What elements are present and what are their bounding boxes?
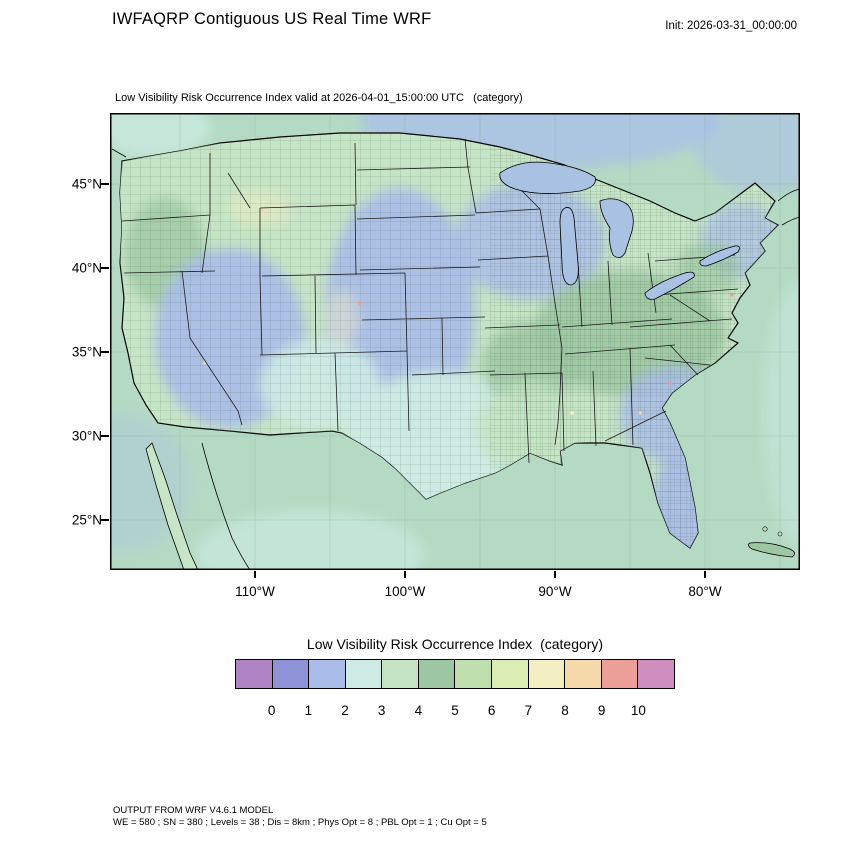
colorbar-cell	[382, 660, 419, 688]
footer-line-2: WE = 580 ; SN = 380 ; Levels = 38 ; Dis …	[113, 817, 487, 828]
mexico-gulf-coast	[201, 442, 251, 570]
lat-label-40n: 40°N	[71, 260, 102, 276]
colorbar-ticks: 0 1 2 3 4 5 6 7 8 9 10	[235, 701, 675, 719]
colorbar-tick-label: 2	[341, 703, 349, 718]
colorbar-cell	[309, 660, 346, 688]
state-boundaries	[121, 138, 739, 464]
lat-tick-mark	[101, 435, 109, 437]
lake-michigan	[559, 207, 579, 286]
lon-tick-mark	[254, 571, 256, 578]
colorbar-cell	[455, 660, 493, 688]
lon-label-100w: 100°W	[384, 584, 426, 599]
colorbar-cell	[236, 660, 273, 688]
model-info-footer: OUTPUT FROM WRF V4.6.1 MODEL WE = 580 ; …	[113, 805, 487, 829]
lat-tick-mark	[101, 519, 109, 521]
bahamas-island	[762, 526, 768, 532]
colorbar-cell	[272, 660, 310, 688]
colorbar-cell	[565, 660, 602, 688]
colorbar	[235, 659, 675, 689]
lake-superior	[499, 161, 596, 194]
colorbar-tick-label: 6	[487, 703, 496, 718]
colorbar-title: Low Visibility Risk Occurrence Index (ca…	[306, 636, 604, 652]
lake-ontario	[699, 245, 740, 267]
lon-label-90w: 90°W	[538, 584, 572, 599]
bahamas-island	[777, 531, 783, 537]
cuba-island	[748, 542, 795, 558]
great-lakes	[499, 161, 740, 300]
colorbar-tick-label: 10	[630, 703, 646, 718]
colorbar-cell	[528, 660, 566, 688]
lat-label-45n: 45°N	[71, 176, 102, 192]
map-plot	[110, 113, 800, 570]
colorbar-cell	[418, 660, 456, 688]
colorbar-tick-label: 9	[597, 703, 606, 718]
colorbar-tick-label: 1	[304, 703, 313, 718]
figure-title: IWFAQRP Contiguous US Real Time WRF	[112, 10, 432, 28]
lat-tick-mark	[101, 351, 109, 353]
init-timestamp: Init: 2026-03-31_00:00:00	[665, 20, 797, 32]
footer-line-1: OUTPUT FROM WRF V4.6.1 MODEL	[113, 805, 274, 816]
lat-label-35n: 35°N	[71, 344, 102, 360]
lon-tick-mark	[704, 571, 706, 578]
neighboring-coastlines	[111, 148, 800, 570]
high-category-specks	[203, 209, 734, 415]
colorbar-cell	[492, 660, 529, 688]
us-map-svg	[110, 113, 800, 570]
plot-frame	[110, 113, 800, 570]
lat-label-30n: 30°N	[71, 428, 102, 444]
colorbar-tick-label: 0	[267, 703, 276, 718]
baja-peninsula	[145, 442, 199, 570]
lon-label-110w: 110°W	[235, 584, 275, 599]
colorbar-cell	[601, 660, 639, 688]
lat-tick-mark	[101, 183, 109, 185]
valid-time-subtitle: Low Visibility Risk Occurrence Index val…	[115, 92, 523, 104]
lat-label-25n: 25°N	[71, 512, 102, 528]
colorbar-tick-label: 3	[377, 703, 386, 718]
colorbar-tick-label: 5	[451, 703, 459, 718]
colorbar-cell	[638, 660, 674, 688]
colorbar-tick-label: 4	[414, 703, 423, 718]
lake-huron	[599, 198, 634, 258]
lon-label-80w: 80°W	[688, 584, 722, 599]
lat-tick-mark	[101, 267, 109, 269]
colorbar-tick-label: 8	[561, 703, 569, 718]
colorbar-tick-label: 7	[524, 703, 533, 718]
lon-tick-mark	[554, 571, 556, 578]
lake-erie	[644, 271, 695, 300]
colorbar-cell	[345, 660, 383, 688]
lon-tick-mark	[404, 571, 406, 578]
